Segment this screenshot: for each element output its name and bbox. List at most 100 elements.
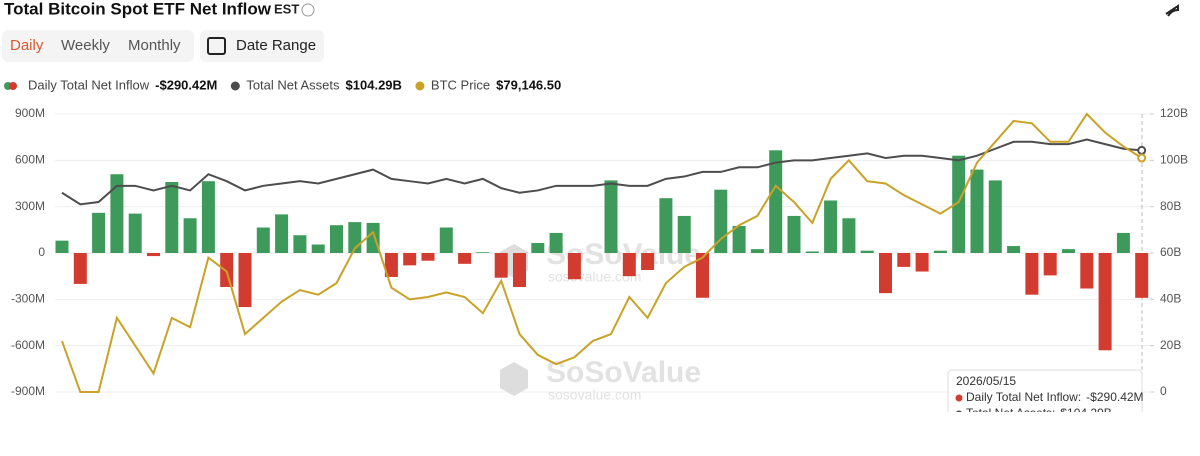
bar — [641, 253, 655, 270]
date-range-btn[interactable] — [200, 30, 324, 62]
title: Total Bitcoin Spot ETF Net Inflow — [4, 0, 272, 18]
bar — [1062, 249, 1075, 253]
y2-tick-label: 120B — [1160, 106, 1188, 120]
y-tick-label: -900M — [11, 384, 45, 398]
page-bottom — [0, 412, 1200, 451]
bar — [567, 253, 581, 280]
bar — [659, 198, 673, 253]
bar — [220, 253, 234, 287]
y2-tick-label: 20B — [1160, 338, 1181, 352]
bar — [439, 227, 453, 253]
bar — [1043, 253, 1057, 276]
bar — [494, 253, 508, 278]
tab[interactable]: Monthly — [128, 37, 181, 54]
bar — [787, 215, 801, 253]
y2-tick-label: 80B — [1160, 199, 1181, 213]
bar — [110, 174, 124, 253]
tooltip-dot — [955, 394, 963, 402]
legend: Daily Total Net Inflow -$290.42M Total Net… — [4, 77, 561, 92]
y2-tick-label: 60B — [1160, 245, 1181, 259]
bar — [622, 253, 636, 277]
y2-tick-label: 100B — [1160, 153, 1188, 167]
bar — [421, 253, 435, 261]
calendar-icon — [207, 37, 226, 55]
share-icon[interactable] — [1165, 4, 1179, 17]
line — [61, 112, 1143, 393]
bar — [933, 250, 947, 253]
legend-value: $79,146.50 — [496, 77, 561, 92]
bar — [549, 232, 563, 253]
bar — [1080, 253, 1094, 289]
bar — [879, 253, 892, 294]
bar — [769, 150, 783, 253]
bar — [73, 253, 87, 284]
watermark: SoSoValue — [546, 356, 701, 389]
bar — [513, 253, 526, 287]
date-range[interactable]: Date Range — [236, 37, 316, 54]
bar — [183, 218, 197, 253]
bar — [970, 169, 984, 253]
bar — [1098, 253, 1112, 351]
bar — [476, 252, 490, 253]
tooltip-date: 2026/05/15 — [956, 374, 1016, 388]
bar — [1135, 253, 1149, 298]
legend-icon — [230, 81, 240, 91]
bar — [165, 181, 179, 253]
bar — [238, 253, 252, 308]
bar — [897, 253, 911, 267]
plot: 900M 600M 300M 0 -300M -600M -900M 120B 100B 80B 6… — [11, 106, 1188, 431]
bar — [366, 222, 380, 253]
line — [61, 138, 1142, 206]
watermark-logo — [500, 362, 528, 396]
bar — [915, 253, 929, 272]
bar — [604, 180, 618, 253]
legend-label: BTC Price — [431, 77, 490, 92]
y-tick-label: 900M — [15, 106, 45, 120]
bar — [732, 225, 746, 253]
bar — [988, 180, 1002, 253]
bar — [750, 249, 764, 253]
bar — [256, 227, 270, 253]
bar — [824, 200, 838, 253]
bar — [805, 251, 819, 253]
legend-icon — [9, 82, 17, 90]
y-tick-label: 300M — [15, 199, 45, 213]
legend-label: Daily Total Net Inflow — [28, 77, 150, 92]
bar — [330, 225, 343, 253]
bar — [860, 250, 874, 253]
end-dot — [1137, 153, 1147, 163]
bar — [147, 253, 160, 257]
bar — [201, 181, 215, 253]
y-tick-label: -600M — [11, 338, 45, 352]
tooltip-label: Daily Total Net Inflow: — [966, 390, 1081, 404]
bar — [55, 240, 69, 253]
bar — [531, 242, 545, 253]
bar — [384, 253, 398, 277]
tabs-bg — [2, 30, 194, 62]
tab[interactable]: Daily — [10, 37, 44, 54]
tooltip-value: -$290.42M — [1086, 390, 1143, 404]
bar — [696, 253, 709, 298]
y2-tick-label: 40B — [1160, 292, 1181, 306]
end-dot — [1137, 145, 1147, 155]
timezone[interactable]: EST — [274, 1, 299, 16]
bar — [1116, 232, 1130, 253]
bar — [952, 155, 966, 253]
bar — [677, 215, 691, 253]
bar — [403, 253, 417, 266]
y-tick-label: 600M — [15, 153, 45, 167]
bar — [458, 253, 472, 264]
legend-icon — [415, 81, 425, 91]
bar — [92, 212, 106, 253]
bar — [311, 244, 325, 253]
info-icon[interactable] — [301, 3, 315, 17]
tab[interactable]: Weekly — [61, 37, 110, 54]
y-tick-label: -300M — [11, 292, 45, 306]
bar — [1007, 246, 1021, 253]
bar — [842, 218, 856, 253]
watermark-site: sosovalue.com — [548, 387, 641, 403]
y2-tick-label: 0 — [1160, 384, 1167, 398]
bar — [275, 214, 289, 253]
legend-value: $104.29B — [346, 77, 402, 92]
